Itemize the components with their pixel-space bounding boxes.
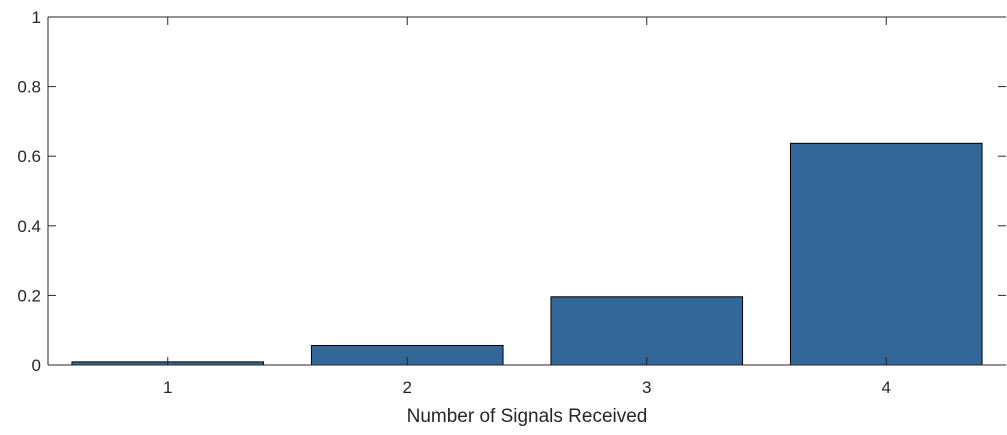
axes-group xyxy=(47,16,1006,366)
y-tick-label: 0.2 xyxy=(17,286,41,305)
x-axis-label: Number of Signals Received xyxy=(407,406,648,427)
x-tick-label: 2 xyxy=(403,378,412,397)
y-tick-label: 0.8 xyxy=(17,78,41,97)
bar-4 xyxy=(789,142,983,366)
x-tick-label: 3 xyxy=(642,378,651,397)
x-tick-label: 4 xyxy=(882,378,891,397)
x-tick-labels: 1 2 3 4 xyxy=(163,378,891,397)
x-tick-label: 1 xyxy=(163,378,172,397)
y-tick-label: 0 xyxy=(32,356,41,375)
bars-group xyxy=(71,142,983,366)
y-tick-label: 1 xyxy=(32,8,41,27)
y-tick-label: 0.6 xyxy=(17,147,41,166)
bar-3 xyxy=(550,296,744,366)
y-tick-labels: 0 0.2 0.4 0.6 0.8 1 xyxy=(17,8,41,375)
y-tick-label: 0.4 xyxy=(17,217,41,236)
